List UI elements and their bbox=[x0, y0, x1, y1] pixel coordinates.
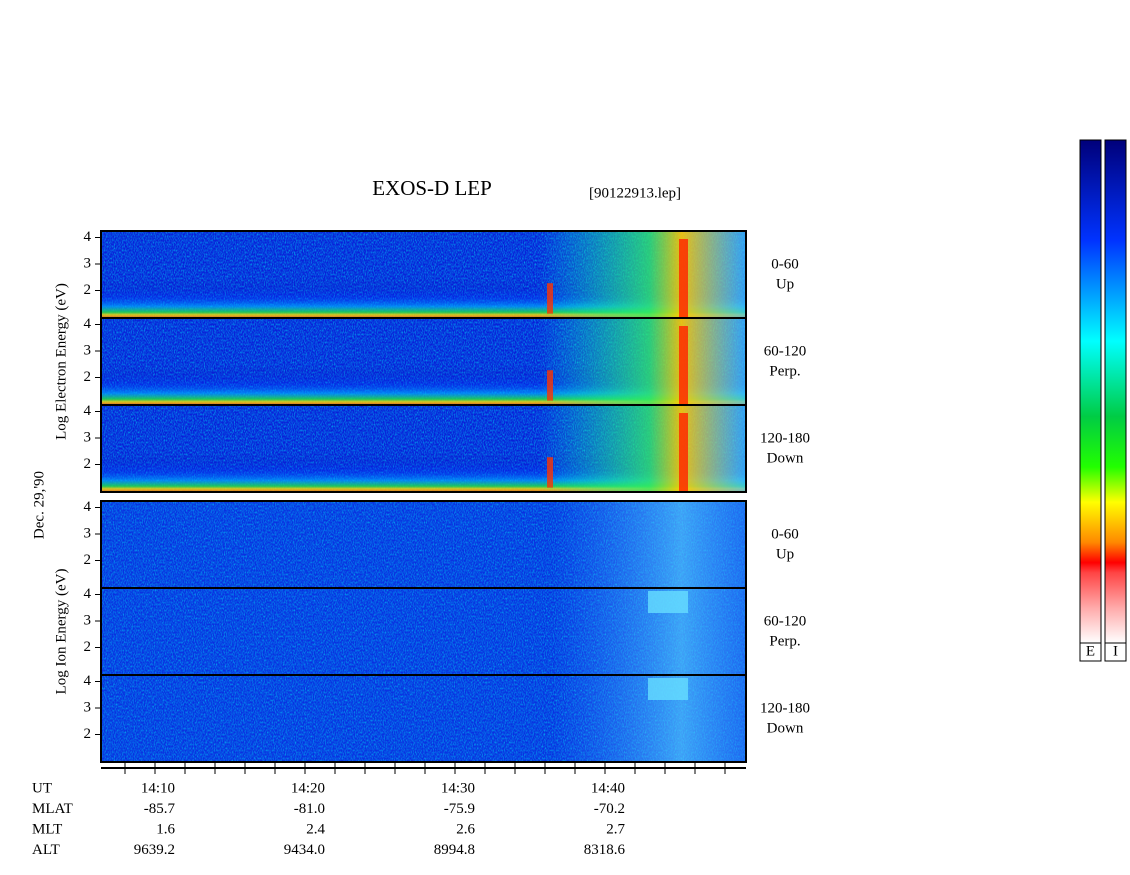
y-tick-label: 3 bbox=[84, 525, 92, 541]
row-value: 2.4 bbox=[306, 821, 325, 837]
y-tick-label: 4 bbox=[84, 673, 92, 689]
direction: Down bbox=[767, 720, 804, 736]
y-tick-label: 4 bbox=[84, 403, 92, 419]
color-bar-label: E bbox=[1086, 643, 1095, 659]
spectrogram-event bbox=[101, 501, 746, 588]
color-bar-box bbox=[1104, 642, 1127, 662]
direction: Down bbox=[767, 450, 804, 466]
y-tick-label: 3 bbox=[84, 255, 92, 271]
y-tick-label: 3 bbox=[84, 342, 92, 358]
spectrogram-event bbox=[101, 231, 746, 318]
pitch-angle: 120-180 bbox=[760, 430, 810, 446]
row-value: 2.7 bbox=[606, 821, 625, 837]
spectrogram-spike bbox=[679, 413, 688, 492]
y-tick-label: 3 bbox=[84, 612, 92, 628]
group-label: Log Ion Energy (eV) bbox=[53, 569, 69, 695]
pitch-angle: 120-180 bbox=[760, 700, 810, 716]
row-value: 8318.6 bbox=[584, 842, 626, 858]
row-value: 2.6 bbox=[456, 821, 475, 837]
panel-frame bbox=[100, 674, 747, 763]
spectrogram-event bbox=[101, 675, 746, 762]
spectrogram-spike bbox=[547, 370, 553, 401]
color-bar bbox=[1079, 139, 1102, 644]
row-value: 9639.2 bbox=[134, 842, 175, 858]
y-tick-label: 2 bbox=[84, 639, 92, 655]
y-tick-label: 4 bbox=[84, 316, 92, 332]
color-bar bbox=[1104, 139, 1127, 644]
row-value: -75.9 bbox=[444, 801, 475, 817]
row-name: ALT bbox=[32, 842, 60, 858]
y-tick-label: 4 bbox=[84, 586, 92, 602]
spectrogram-spot bbox=[648, 678, 688, 700]
spectrogram-spike bbox=[679, 239, 688, 318]
y-tick-label: 4 bbox=[84, 499, 92, 515]
panel-frame bbox=[100, 404, 747, 493]
direction: Perp. bbox=[769, 363, 800, 379]
row-value: 14:30 bbox=[441, 780, 475, 796]
color-bar-box bbox=[1079, 642, 1102, 662]
row-value: 14:40 bbox=[591, 780, 625, 796]
file-name: [90122913.lep] bbox=[589, 185, 681, 201]
title: EXOS-D LEP bbox=[372, 176, 492, 200]
y-tick-label: 2 bbox=[84, 282, 92, 298]
row-name: UT bbox=[32, 780, 52, 796]
pitch-angle: 0-60 bbox=[771, 256, 799, 272]
y-tick-label: 3 bbox=[84, 429, 92, 445]
row-value: -81.0 bbox=[294, 801, 325, 817]
direction: Perp. bbox=[769, 633, 800, 649]
row-value: -70.2 bbox=[594, 801, 625, 817]
y-tick-label: 3 bbox=[84, 699, 92, 715]
spectrogram-spike bbox=[547, 457, 553, 488]
date-label: Dec. 29,'90 bbox=[31, 471, 47, 539]
y-tick-label: 4 bbox=[84, 229, 92, 245]
y-tick-label: 2 bbox=[84, 369, 92, 385]
row-name: MLAT bbox=[32, 801, 73, 817]
y-tick-label: 2 bbox=[84, 552, 92, 568]
spectrogram-spike bbox=[679, 326, 688, 405]
spectrogram-event bbox=[101, 405, 746, 492]
y-tick-label: 2 bbox=[84, 726, 92, 742]
spectrogram-event bbox=[101, 318, 746, 405]
spectrogram-spike bbox=[547, 283, 553, 314]
pitch-angle: 60-120 bbox=[764, 613, 807, 629]
row-name: MLT bbox=[32, 821, 62, 837]
row-value: 8994.8 bbox=[434, 842, 475, 858]
color-bar-label: I bbox=[1113, 643, 1118, 659]
row-value: 14:10 bbox=[141, 780, 175, 796]
row-value: -85.7 bbox=[144, 801, 176, 817]
group-label: Log Electron Energy (eV) bbox=[53, 283, 69, 440]
spectrogram-spot bbox=[648, 591, 688, 613]
pitch-angle: 60-120 bbox=[764, 343, 807, 359]
row-value: 1.6 bbox=[156, 821, 175, 837]
y-tick-label: 2 bbox=[84, 456, 92, 472]
pitch-angle: 0-60 bbox=[771, 526, 799, 542]
row-value: 9434.0 bbox=[284, 842, 325, 858]
row-value: 14:20 bbox=[291, 780, 325, 796]
direction: Up bbox=[776, 546, 794, 562]
direction: Up bbox=[776, 276, 794, 292]
spectrogram-event bbox=[101, 588, 746, 675]
